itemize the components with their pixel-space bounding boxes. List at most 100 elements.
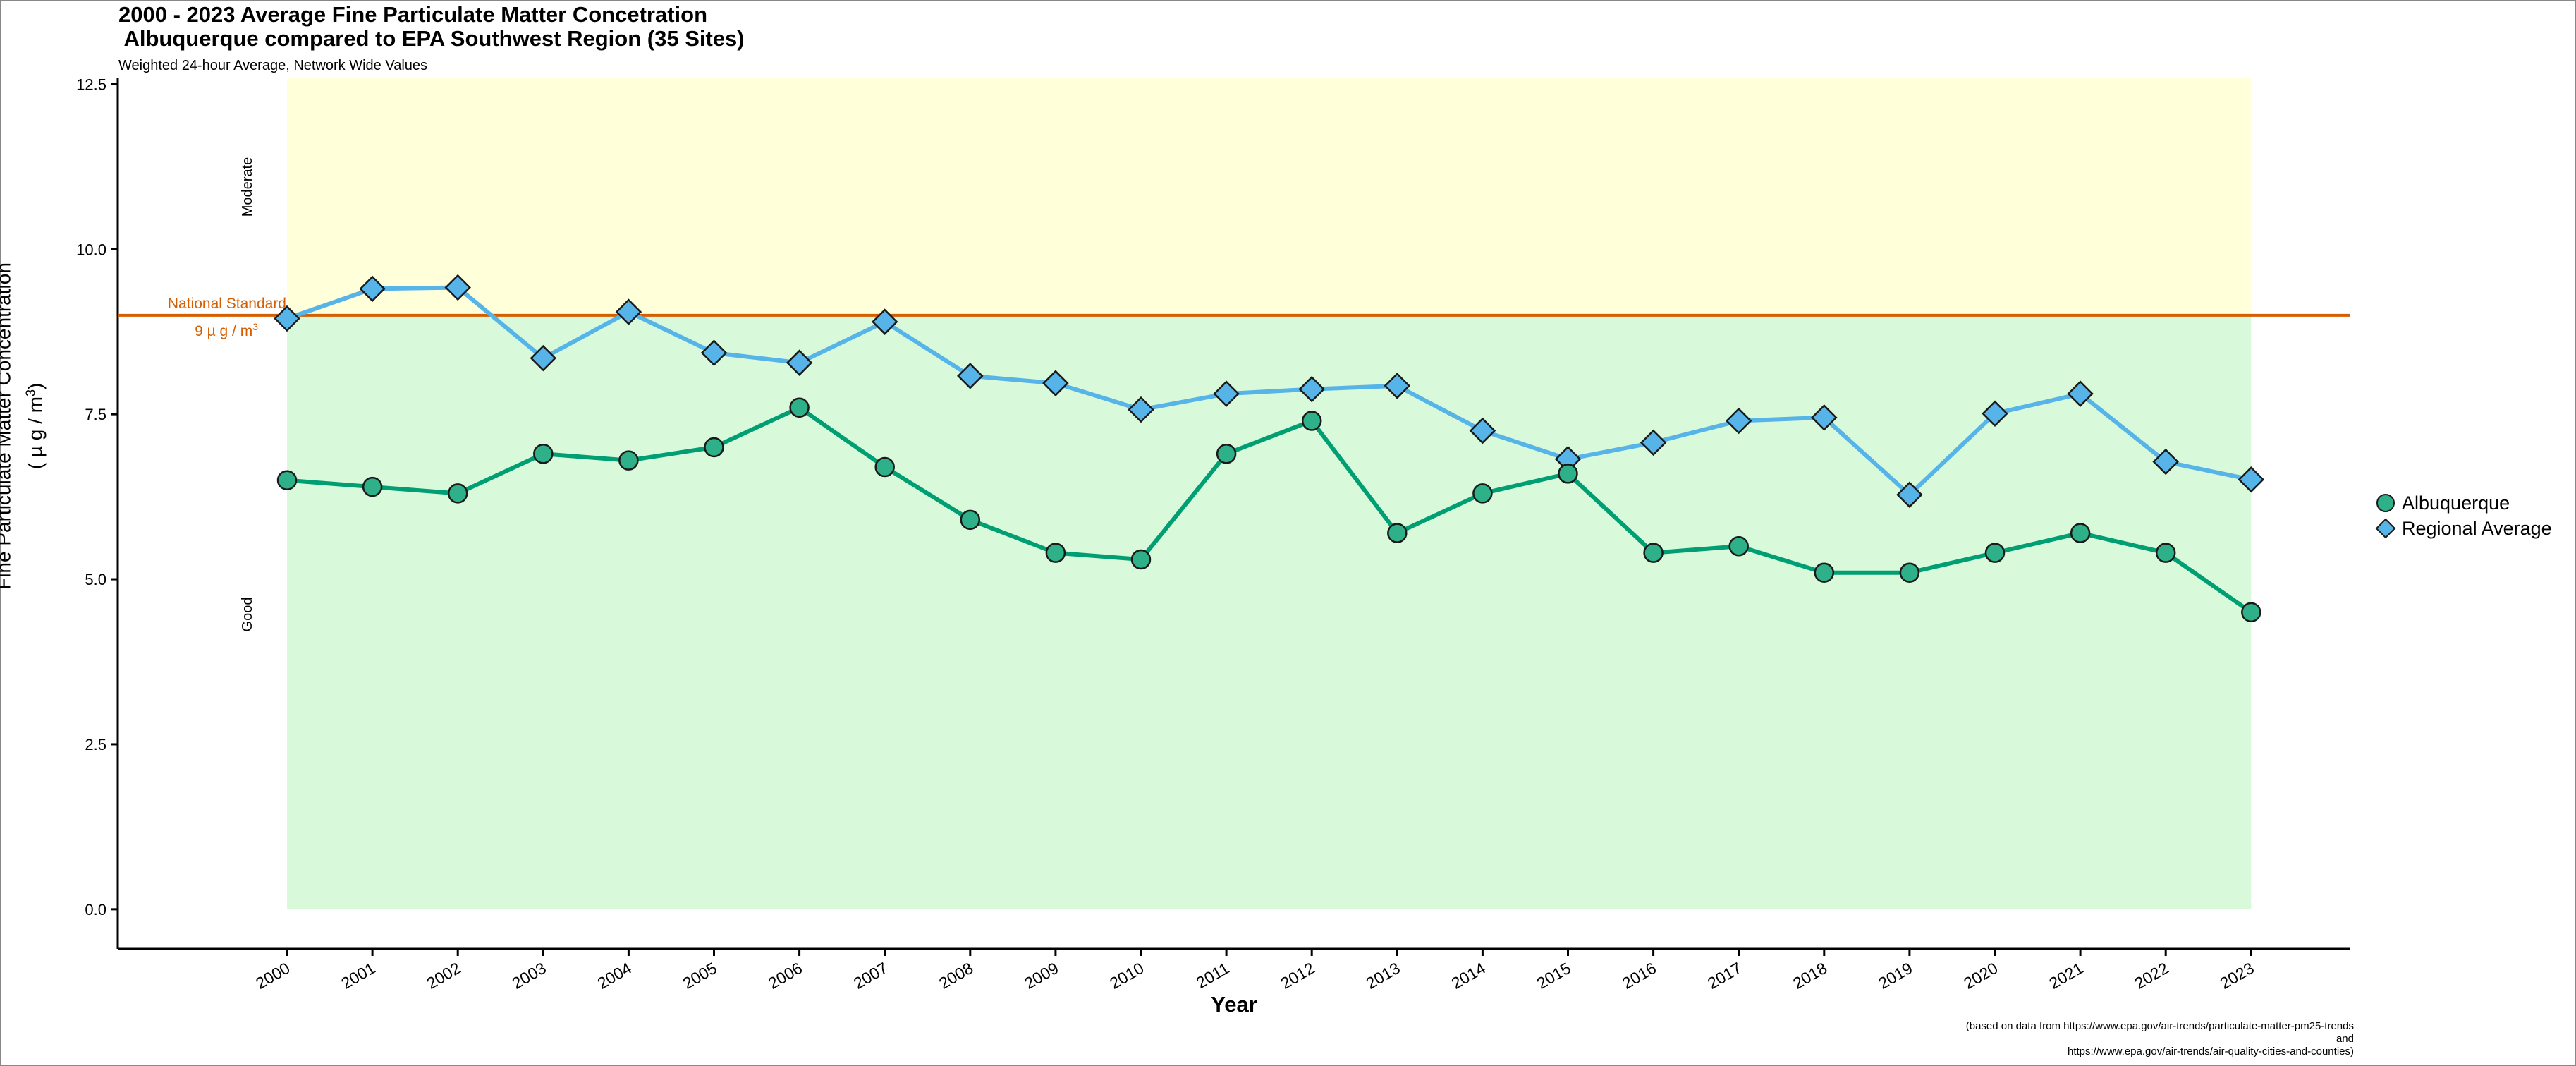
standard-label: National Standard	[168, 296, 286, 312]
point-regional	[786, 349, 813, 376]
x-tick-label: 2020	[1960, 959, 2001, 993]
point-albuquerque	[874, 456, 895, 478]
point-albuquerque	[1643, 543, 1664, 563]
y-tick-label: 0.0	[85, 901, 106, 919]
x-tick-label: 2023	[2216, 959, 2257, 993]
point-regional	[1982, 400, 2008, 427]
x-tick-label: 2022	[2131, 959, 2171, 993]
point-albuquerque	[447, 483, 468, 504]
point-albuquerque	[2155, 543, 2176, 563]
band-moderate	[287, 78, 2252, 315]
point-regional	[871, 308, 898, 335]
point-albuquerque	[704, 437, 724, 458]
zone-label-moderate: Moderate	[240, 157, 255, 217]
standard-value-text: 9 µ g / m	[195, 323, 252, 339]
x-tick-label: 2021	[2046, 959, 2086, 993]
point-regional	[530, 344, 557, 372]
band-good	[287, 315, 2252, 909]
point-regional	[2238, 466, 2265, 493]
point-regional	[1469, 417, 1496, 444]
x-tick-label: 2003	[508, 959, 549, 993]
point-albuquerque	[1301, 411, 1322, 431]
standard-value-exponent: 3	[252, 321, 258, 332]
point-regional	[444, 274, 471, 301]
point-regional	[2152, 448, 2179, 476]
point-albuquerque	[1728, 536, 1749, 557]
x-tick-label: 2013	[1362, 959, 1403, 993]
x-tick-label: 2004	[594, 959, 635, 993]
x-tick-label: 2012	[1277, 959, 1317, 993]
point-regional	[1213, 380, 1240, 407]
x-tick-label: 2010	[1106, 959, 1147, 993]
point-regional	[274, 305, 300, 332]
point-albuquerque	[789, 397, 810, 418]
point-albuquerque	[1558, 464, 1578, 484]
x-tick-label: 2017	[1704, 959, 1745, 993]
point-albuquerque	[1814, 562, 1835, 583]
x-tick-label: 2019	[1875, 959, 1915, 993]
point-albuquerque	[1899, 562, 1920, 583]
x-tick-label: 2015	[1534, 959, 1574, 993]
point-albuquerque	[2241, 602, 2261, 623]
point-regional	[1896, 481, 1923, 509]
point-regional	[1811, 404, 1838, 431]
point-albuquerque	[362, 476, 383, 497]
point-albuquerque	[618, 450, 639, 471]
chart-title: 2000 - 2023 Average Fine Particulate Mat…	[118, 2, 745, 51]
point-regional	[1640, 429, 1667, 456]
point-regional	[1725, 407, 1752, 435]
x-tick-label: 2014	[1448, 959, 1489, 993]
x-tick-label: 2016	[1619, 959, 1659, 993]
point-albuquerque	[1216, 444, 1237, 464]
x-tick-label: 2009	[1021, 959, 1061, 993]
point-albuquerque	[1472, 483, 1493, 504]
standard-value-label: 9 µ g / m3	[195, 321, 258, 339]
series-line-albuquerque	[286, 405, 2253, 614]
point-regional	[957, 363, 984, 389]
point-albuquerque	[1984, 543, 2006, 563]
y-tick-label: 5.0	[85, 571, 106, 588]
legend-item-regional: Regional Average	[2375, 516, 2552, 541]
zone-bands	[287, 78, 2252, 909]
series-group	[274, 274, 2265, 623]
x-tick-label: 2011	[1193, 959, 1233, 992]
point-regional	[1042, 370, 1069, 396]
source-note: (based on data from https://www.epa.gov/…	[1965, 1020, 2354, 1058]
y-tick-label: 7.5	[85, 406, 106, 423]
x-tick-label: 2005	[680, 959, 720, 993]
point-albuquerque	[1130, 549, 1152, 570]
point-regional	[615, 298, 642, 325]
x-tick-label: 2000	[252, 959, 293, 993]
point-regional	[1384, 373, 1411, 399]
point-albuquerque	[1387, 523, 1408, 543]
point-regional	[2067, 380, 2094, 407]
y-tick-label: 12.5	[76, 75, 106, 93]
x-tick-label: 2018	[1790, 959, 1830, 993]
x-axis-label: Year	[1211, 992, 1257, 1017]
point-albuquerque	[533, 444, 554, 464]
chart-subtitle: Weighted 24-hour Average, Network Wide V…	[118, 58, 428, 73]
legend-label-albuquerque: Albuquerque	[2402, 492, 2510, 514]
legend-label-regional: Regional Average	[2402, 517, 2552, 539]
point-regional	[700, 339, 728, 366]
legend-diamond-icon	[2375, 518, 2396, 539]
zone-label-good: Good	[240, 598, 255, 632]
point-albuquerque	[1045, 543, 1066, 563]
series-line-regional	[286, 285, 2252, 497]
x-tick-label: 2001	[338, 959, 378, 993]
point-albuquerque	[276, 470, 298, 490]
x-tick-label: 2006	[765, 959, 805, 993]
legend: Albuquerque Regional Average	[2375, 490, 2552, 541]
legend-item-albuquerque: Albuquerque	[2375, 490, 2552, 516]
point-regional	[1298, 375, 1325, 403]
x-tick-label: 2002	[423, 959, 463, 993]
point-albuquerque	[2070, 523, 2091, 543]
point-regional	[359, 275, 386, 303]
point-regional	[1128, 396, 1154, 423]
x-tick-label: 2007	[850, 959, 891, 993]
x-tick-label: 2008	[936, 959, 976, 993]
y-tick-label: 10.0	[76, 241, 106, 258]
y-tick-label: 2.5	[85, 736, 106, 753]
legend-circle-icon	[2376, 494, 2395, 512]
